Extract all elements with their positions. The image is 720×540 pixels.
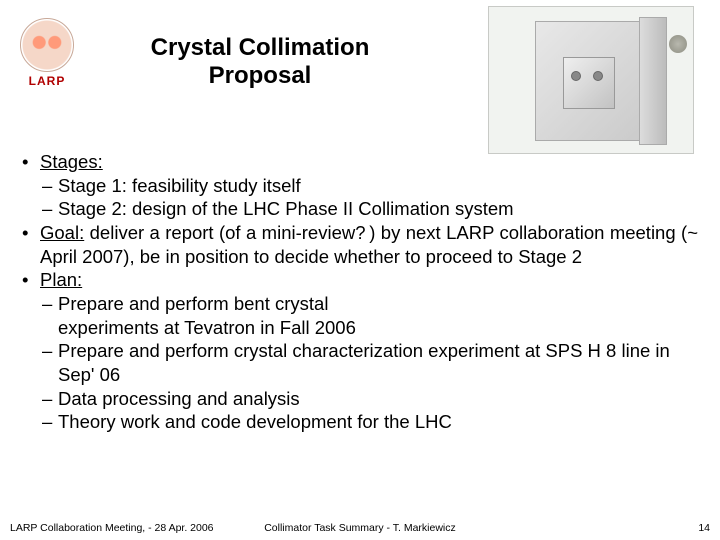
goal-label: Goal: [40,222,84,243]
stage-2: Stage 2: design of the LHC Phase II Coll… [22,197,698,221]
plan-label: Plan: [40,269,82,290]
larp-logo: LARP [12,18,82,88]
goal-text: deliver a report (of a mini-review? ) by… [40,222,698,267]
bullet-plan: Plan: [22,268,698,292]
plan-3: Data processing and analysis [22,387,698,411]
plan-1a: Prepare and perform bent crystal [22,292,698,316]
page-number: 14 [698,522,710,534]
larp-logo-text: LARP [12,74,82,88]
plan-2: Prepare and perform crystal characteriza… [22,339,698,386]
slide-body: Stages: Stage 1: feasibility study itsel… [22,150,698,434]
stage-1: Stage 1: feasibility study itself [22,174,698,198]
bullet-stages: Stages: [22,150,698,174]
plan-1b: experiments at Tevatron in Fall 2006 [22,316,698,340]
device-photo [488,6,694,154]
larp-logo-icon [20,18,74,72]
stages-label: Stages: [40,151,103,172]
slide-footer: LARP Collaboration Meeting, - 28 Apr. 20… [10,522,710,534]
plan-4: Theory work and code development for the… [22,410,698,434]
bullet-goal: Goal: deliver a report (of a mini-review… [22,221,698,268]
footer-left: LARP Collaboration Meeting, - 28 Apr. 20… [10,522,214,534]
slide-title: Crystal Collimation Proposal [110,34,410,89]
